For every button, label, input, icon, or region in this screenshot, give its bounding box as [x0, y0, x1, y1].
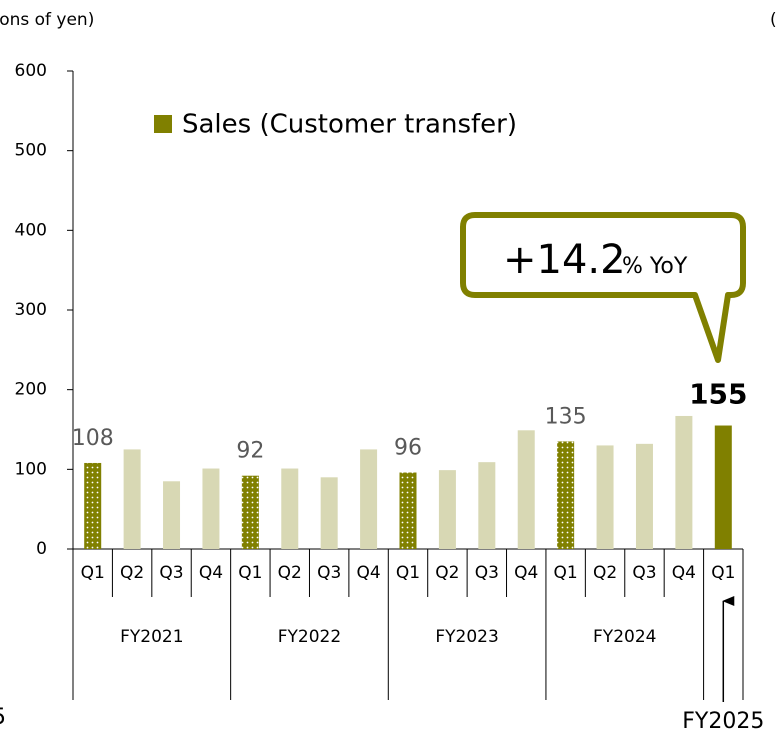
- bar: [675, 415, 693, 549]
- x-tick-label: Q1: [554, 563, 578, 583]
- bar: [320, 477, 338, 549]
- corner-mark: (: [770, 10, 777, 30]
- bar: [635, 443, 653, 549]
- x-tick-label: Q1: [711, 563, 735, 583]
- y-tick-label: 300: [15, 300, 47, 320]
- y-tick-label: 200: [15, 380, 47, 400]
- bar: [84, 462, 102, 549]
- corner-mark: 5: [0, 705, 6, 730]
- value-label: 108: [72, 426, 114, 451]
- y-tick-label: 600: [15, 61, 47, 81]
- bar: [714, 425, 732, 549]
- x-tick-label: Q3: [317, 563, 341, 583]
- bar: [438, 470, 456, 549]
- legend-swatch: [154, 115, 172, 133]
- x-tick-label: Q2: [435, 563, 459, 583]
- value-label: 92: [236, 439, 264, 464]
- x-tick-label: Q2: [278, 563, 302, 583]
- legend-label: Sales (Customer transfer): [182, 110, 517, 140]
- value-label: 135: [545, 404, 587, 429]
- bar: [517, 430, 535, 549]
- y-tick-label: 100: [15, 459, 47, 479]
- x-tick-label: Q1: [396, 563, 420, 583]
- x-tick-label: Q3: [475, 563, 499, 583]
- x-tick-label: Q4: [672, 563, 696, 583]
- y-axis-label: (Billions of yen): [0, 10, 94, 30]
- x-tick-label: Q4: [356, 563, 380, 583]
- group-label: FY2024: [593, 627, 656, 647]
- group-label: FY2023: [435, 627, 498, 647]
- group-label: FY2022: [278, 627, 341, 647]
- bar: [399, 472, 417, 549]
- bar: [202, 468, 220, 549]
- bar: [478, 462, 496, 549]
- y-tick-label: 500: [15, 141, 47, 161]
- group-label: FY2021: [120, 627, 183, 647]
- bar: [360, 449, 378, 549]
- x-tick-label: Q4: [514, 563, 538, 583]
- value-label: 155: [689, 378, 747, 411]
- bar: [241, 475, 259, 549]
- y-tick-label: 0: [36, 539, 47, 559]
- callout: [460, 212, 746, 363]
- value-label: 96: [394, 436, 422, 461]
- bar: [557, 441, 575, 549]
- bar: [163, 481, 181, 549]
- x-tick-label: Q2: [593, 563, 617, 583]
- x-tick-label: Q2: [120, 563, 144, 583]
- bar: [281, 468, 299, 549]
- x-tick-label: Q1: [238, 563, 262, 583]
- x-tick-label: Q1: [81, 563, 105, 583]
- y-tick-label: 400: [15, 220, 47, 240]
- group-label: FY2025: [682, 709, 764, 734]
- bar: [596, 445, 614, 549]
- x-tick-label: Q3: [159, 563, 183, 583]
- x-tick-label: Q3: [632, 563, 656, 583]
- x-tick-label: Q4: [199, 563, 223, 583]
- bar: [123, 449, 141, 549]
- callout-unit: % YoY: [622, 254, 688, 279]
- callout-value: +14.2: [503, 237, 626, 283]
